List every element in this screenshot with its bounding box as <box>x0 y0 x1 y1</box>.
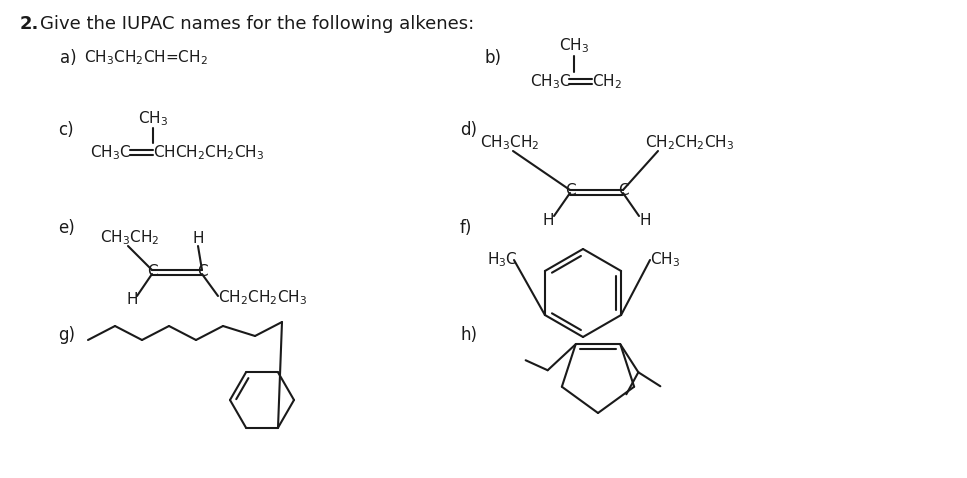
Text: H: H <box>639 213 651 228</box>
Text: CH$_3$C: CH$_3$C <box>90 144 132 163</box>
Text: CH$_3$CH$_2$CH=CH$_2$: CH$_3$CH$_2$CH=CH$_2$ <box>84 49 208 67</box>
Text: C: C <box>618 183 629 197</box>
Text: h): h) <box>460 326 477 344</box>
Text: f): f) <box>460 219 472 237</box>
Text: d): d) <box>460 121 477 139</box>
Text: CH$_3$: CH$_3$ <box>559 37 589 55</box>
Text: CH$_3$CH$_2$: CH$_3$CH$_2$ <box>100 228 160 247</box>
Text: c): c) <box>58 121 73 139</box>
Text: 2.: 2. <box>20 15 40 33</box>
Text: CH$_2$: CH$_2$ <box>592 73 622 91</box>
Text: CH$_3$: CH$_3$ <box>138 109 168 129</box>
Text: CH$_2$CH$_2$CH$_3$: CH$_2$CH$_2$CH$_3$ <box>645 134 734 152</box>
Text: Give the IUPAC names for the following alkenes:: Give the IUPAC names for the following a… <box>40 15 474 33</box>
Text: CH$_3$: CH$_3$ <box>650 250 680 269</box>
Text: C: C <box>565 183 575 197</box>
Text: CHCH$_2$CH$_2$CH$_3$: CHCH$_2$CH$_2$CH$_3$ <box>153 144 264 163</box>
Text: H$_3$C: H$_3$C <box>487 250 517 269</box>
Text: CH$_3$C: CH$_3$C <box>530 73 571 91</box>
Text: H: H <box>542 213 554 228</box>
Text: CH$_2$CH$_2$CH$_3$: CH$_2$CH$_2$CH$_3$ <box>218 289 308 307</box>
Text: e): e) <box>58 219 74 237</box>
Text: H: H <box>192 230 204 246</box>
Text: C: C <box>147 264 158 280</box>
Text: g): g) <box>58 326 75 344</box>
Text: H: H <box>127 293 137 307</box>
Text: C: C <box>196 264 207 280</box>
Text: CH$_3$CH$_2$: CH$_3$CH$_2$ <box>480 134 540 152</box>
Text: a): a) <box>60 49 76 67</box>
Text: b): b) <box>484 49 501 67</box>
